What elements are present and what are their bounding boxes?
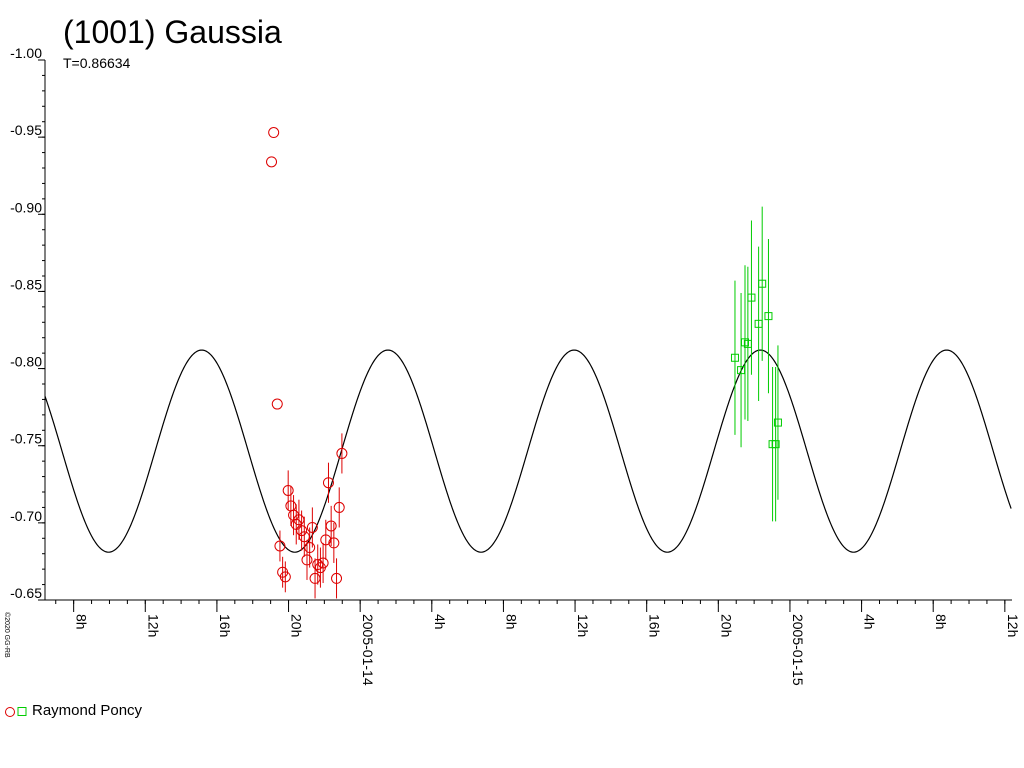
x-tick-label: 8h (503, 614, 519, 630)
y-tick-label: -0.90 (10, 199, 42, 215)
data-point-circle (328, 537, 340, 549)
data-point-circle (336, 447, 348, 459)
chart-title: (1001) Gaussia (63, 14, 282, 50)
data-point-circle (331, 572, 343, 584)
y-tick-label: -0.85 (10, 276, 42, 292)
x-tick-label: 8h (933, 614, 949, 630)
data-point-circle (317, 557, 329, 569)
data-point-circle (333, 501, 345, 513)
axes-layer: -1.00 -0.95 -0.90 -0.85 -0.80 -0.75 -0.70 -0.65… (10, 45, 1021, 686)
data-point-circle (301, 554, 313, 566)
data-point-square (773, 418, 782, 427)
x-tick-label: 20h (718, 614, 734, 637)
x-tick-label: 8h (74, 614, 90, 630)
data-point-circle (282, 484, 294, 496)
plot-series-layer (45, 127, 1012, 599)
data-point-square (771, 440, 780, 449)
data-point-circle (271, 398, 283, 410)
chart-subtitle: T=0.86634 (63, 55, 131, 71)
x-tick-label: 4h (432, 614, 448, 630)
x-tick-label: 16h (217, 614, 233, 637)
y-tick-label: -0.70 (10, 508, 42, 524)
data-point-circle (268, 127, 280, 139)
model-lightcurve (45, 349, 1012, 553)
data-point-circle (266, 156, 278, 168)
data-point-circle (274, 540, 286, 552)
legend-label: Raymond Poncy (32, 702, 143, 719)
x-tick-label: 16h (647, 614, 663, 637)
data-point-square (730, 353, 739, 362)
y-tick-label: -0.95 (10, 122, 42, 138)
y-tick-label: -0.75 (10, 431, 42, 447)
x-tick-label: 12h (145, 614, 161, 637)
legend-symbols (5, 707, 27, 718)
data-point-square (764, 312, 773, 321)
data-point-square (758, 279, 767, 288)
legend: Raymond Poncy (4, 702, 142, 719)
legend-circle-icon (5, 707, 15, 718)
data-point-circle (322, 477, 334, 489)
y-tick-label: -0.65 (10, 585, 42, 601)
data-point-circle (296, 525, 308, 537)
y-tick-label: -0.80 (10, 354, 42, 370)
x-tick-label: 12h (1005, 614, 1021, 637)
data-point-circle (279, 571, 291, 583)
x-tick-label: 20h (289, 614, 305, 637)
copyright-note: ©2020 GG-RB (3, 612, 10, 658)
legend-square-icon (17, 707, 27, 717)
data-point-circle (304, 542, 316, 554)
data-point-circle (306, 521, 318, 533)
x-tick-label: 4h (862, 614, 878, 630)
x-tick-label: 2005-01-15 (790, 614, 806, 686)
data-point-circle (325, 520, 337, 532)
x-tick-label: 2005-01-14 (360, 614, 376, 686)
x-tick-label: 12h (575, 614, 591, 637)
y-tick-label: -1.00 (10, 45, 42, 61)
data-point-square (747, 293, 756, 302)
data-point-square (741, 338, 750, 347)
